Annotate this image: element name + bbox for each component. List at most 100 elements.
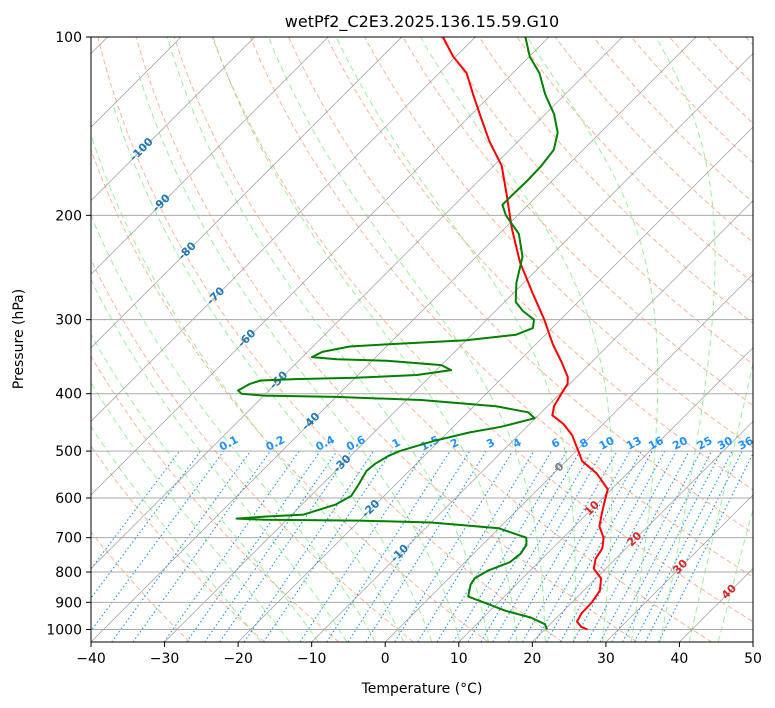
x-tick-label: −10	[297, 651, 327, 667]
y-axis-label: Pressure (hPa)	[11, 289, 27, 389]
profile-series	[235, 37, 609, 631]
moist-adiabat	[267, 37, 546, 642]
temperature-profile-line	[442, 37, 609, 631]
x-tick-label: 50	[744, 651, 762, 667]
mixing-ratio-label: 13	[624, 434, 644, 453]
moist-adiabat	[335, 37, 576, 642]
x-tick-label: 10	[450, 651, 468, 667]
isotherm-line	[311, 200, 753, 642]
y-tick-label: 600	[55, 491, 82, 507]
mixing-ratio-line	[436, 450, 552, 642]
y-tick-label: 400	[55, 387, 82, 403]
x-axis-label: Temperature (°C)	[361, 681, 483, 697]
isotherm-line	[91, 37, 329, 275]
mixing-ratio-line	[243, 450, 375, 642]
isotherm-line	[237, 126, 753, 642]
mixing-ratio-line	[452, 450, 568, 642]
y-tick-label: 900	[55, 595, 82, 611]
mixing-ratio-lines	[91, 450, 753, 642]
isotherm-line	[91, 37, 697, 642]
mixing-ratio-line	[534, 450, 643, 642]
mixing-ratio-label: 20	[670, 434, 690, 453]
isotherm-line	[384, 273, 753, 642]
x-tick-label: −30	[150, 651, 180, 667]
y-tick-label: 700	[55, 531, 82, 547]
dry-adiabat	[211, 37, 753, 623]
moist-adiabat	[526, 37, 659, 642]
x-axis-ticks: −40 −30 −20 −10 0 10 20 30 40 50	[76, 642, 762, 667]
isotherm-line	[532, 420, 753, 642]
mixing-ratio-line	[480, 450, 593, 642]
mixing-ratio-line	[586, 450, 690, 642]
dry-adiabat	[97, 37, 563, 642]
dry-adiabat	[91, 148, 489, 642]
mixing-ratio-line	[467, 450, 581, 642]
dewpoint-profile-line	[235, 37, 559, 630]
isotherm-line	[91, 37, 550, 496]
mixing-ratio-line	[347, 450, 471, 642]
y-axis-ticks: 100 200 300 400 500 600 700 800 900 1000	[46, 30, 91, 638]
y-tick-label: 200	[55, 208, 82, 224]
x-tick-label: −40	[76, 651, 106, 667]
mixing-ratio-line	[204, 450, 338, 642]
dry-adiabat	[91, 445, 265, 642]
mixing-ratio-line	[417, 450, 535, 642]
isotherm-line	[458, 347, 753, 642]
isotherm-line	[91, 37, 623, 569]
moist-adiabat	[420, 37, 613, 642]
x-tick-label: 20	[523, 651, 541, 667]
dry-adiabat	[402, 37, 753, 407]
y-tick-label: 1000	[46, 622, 82, 638]
dry-adiabat	[91, 531, 191, 642]
mixing-ratio-label: 16	[646, 434, 666, 453]
moist-adiabat	[717, 507, 753, 642]
x-tick-label: 0	[381, 651, 390, 667]
dry-adiabat	[135, 37, 638, 642]
mixing-ratio-label: 30	[715, 434, 735, 453]
moist-adiabat	[137, 72, 461, 642]
x-tick-label: 30	[597, 651, 615, 667]
isotherm-line	[91, 37, 403, 349]
mixing-ratio-label: 25	[695, 434, 715, 453]
y-tick-label: 300	[55, 313, 82, 329]
dry-adiabat	[249, 37, 753, 578]
dry-adiabat	[91, 355, 340, 642]
dry-adiabat	[326, 37, 753, 491]
moist-adiabat	[91, 381, 291, 642]
moist-adiabat	[91, 333, 319, 642]
y-tick-label: 800	[55, 565, 82, 581]
y-tick-label: 500	[55, 444, 82, 460]
x-tick-label: −20	[223, 651, 253, 667]
moist-adiabat	[91, 425, 262, 642]
isotherm-line	[91, 37, 476, 422]
mixing-ratio-line	[560, 450, 666, 642]
mixing-ratio-line	[326, 450, 451, 642]
isotherm-line	[91, 37, 255, 202]
mixing-ratio-line	[572, 450, 677, 642]
mixing-ratio-line	[365, 450, 487, 642]
dry-adiabat	[173, 37, 713, 642]
dry-adiabat	[478, 37, 753, 324]
moist-adiabat	[688, 360, 753, 642]
plot-frame	[90, 36, 754, 643]
mixing-ratio-line	[219, 450, 352, 642]
mixing-ratio-line	[521, 450, 631, 642]
mixing-ratio-line	[163, 450, 300, 642]
dry-adiabat	[516, 37, 753, 284]
moist-adiabat	[91, 133, 405, 642]
mixing-ratio-line	[507, 450, 618, 642]
mixing-ratio-line	[186, 450, 321, 642]
y-tick-label: 100	[55, 30, 82, 46]
mixing-ratio-line	[111, 450, 251, 642]
mixing-ratio-line	[394, 450, 514, 642]
moist-adiabat	[212, 37, 518, 642]
mixing-ratio-label: 36	[736, 434, 756, 453]
mixing-ratio-line	[492, 450, 604, 642]
mixing-ratio-label: 10	[597, 434, 617, 453]
isotherm-line	[605, 494, 753, 642]
moist-adiabat	[112, 104, 433, 642]
moist-adiabat	[655, 37, 716, 642]
pressure-gridlines	[91, 37, 753, 630]
